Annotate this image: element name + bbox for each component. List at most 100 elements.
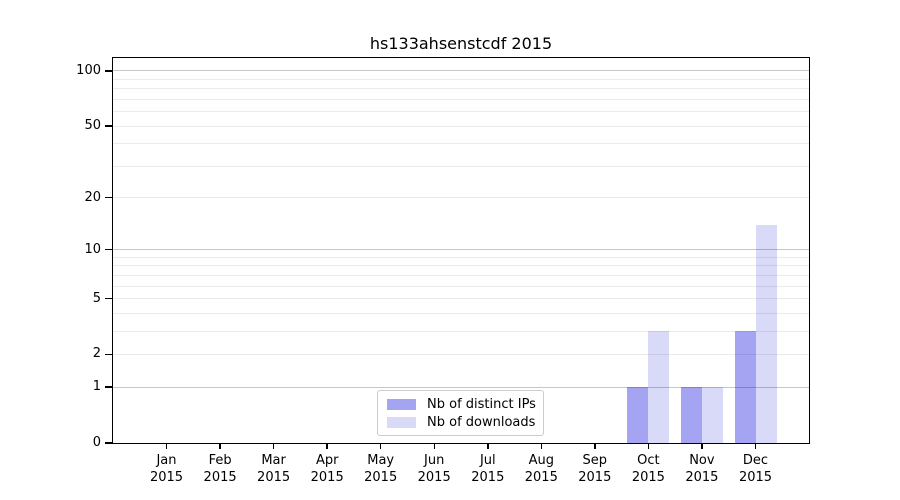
x-tick-month: Sep <box>582 453 608 468</box>
y-tick-label-2: 2 <box>92 346 101 362</box>
legend-label-downloads: Nb of downloads <box>427 415 536 430</box>
x-tick-mar <box>272 443 275 449</box>
x-tick-label-may: May 2015 <box>339 452 423 486</box>
y-tick-50 <box>105 125 113 127</box>
bar-distinct-ips-nov <box>680 387 702 443</box>
y-tick-1 <box>105 386 113 388</box>
x-tick-label-nov: Nov 2015 <box>660 452 744 486</box>
x-tick-month: Oct <box>637 453 660 468</box>
gridline-minor-9 <box>113 256 809 258</box>
bar-downloads-oct <box>648 331 670 443</box>
x-tick-month: May <box>367 453 395 468</box>
gridline-minor-3 <box>113 330 809 332</box>
legend-swatch-downloads <box>387 417 416 428</box>
y-tick-100 <box>105 70 113 72</box>
x-tick-sep <box>594 443 596 449</box>
bar-downloads-dec <box>755 224 777 443</box>
gridline-minor-20 <box>113 197 809 198</box>
x-tick-year: 2015 <box>524 470 558 485</box>
y-tick-label-10: 10 <box>84 241 101 257</box>
x-tick-year: 2015 <box>257 470 291 485</box>
legend-label-distinct-ips: Nb of distinct IPs <box>427 397 536 412</box>
y-tick-20 <box>105 196 113 199</box>
gridline-minor-5 <box>113 298 809 299</box>
x-tick-label-apr: Apr 2015 <box>285 452 369 486</box>
x-tick-may <box>379 443 382 449</box>
x-tick-label-dec: Dec 2015 <box>714 452 798 486</box>
y-tick-label-1: 1 <box>92 379 101 395</box>
bar-distinct-ips-dec <box>734 331 756 443</box>
x-tick-year: 2015 <box>631 470 665 485</box>
y-tick-label-50: 50 <box>84 118 101 133</box>
bars-layer <box>113 58 809 443</box>
chart-title: hs133ahsenstcdf 2015 <box>369 34 553 53</box>
gridline-minor-6 <box>113 285 809 287</box>
x-tick-year: 2015 <box>738 470 773 485</box>
gridline-major-10 <box>113 249 809 251</box>
legend-item-distinct-ips: Nb of distinct IPs <box>387 397 536 412</box>
y-tick-label-100: 100 <box>76 62 101 78</box>
legend: Nb of distinct IPs Nb of downloads <box>377 390 544 436</box>
x-tick-month: Jan <box>156 453 177 468</box>
x-tick-jul <box>487 443 489 449</box>
x-tick-month: Mar <box>261 453 286 468</box>
legend-swatch-distinct-ips <box>387 399 416 410</box>
y-tick-5 <box>105 297 113 300</box>
x-tick-year: 2015 <box>471 470 505 485</box>
x-tick-month: Aug <box>528 453 554 468</box>
x-tick-year: 2015 <box>685 470 719 485</box>
gridline-minor-80 <box>113 88 809 90</box>
x-tick-oct <box>647 443 650 449</box>
x-tick-label-feb: Feb 2015 <box>178 452 262 486</box>
y-tick-2 <box>105 353 113 356</box>
bar-distinct-ips-oct <box>627 387 649 443</box>
x-tick-dec <box>754 443 757 449</box>
x-tick-label-aug: Aug 2015 <box>499 452 583 486</box>
gridline-minor-8 <box>113 265 809 267</box>
x-tick-label-jan: Jan 2015 <box>125 452 209 486</box>
x-tick-nov <box>701 443 703 449</box>
x-tick-month: Dec <box>742 453 769 468</box>
x-tick-month: Nov <box>689 453 715 468</box>
gridline-minor-60 <box>113 111 809 112</box>
gridline-major-1 <box>113 386 809 388</box>
gridline-major-100 <box>113 70 809 72</box>
gridlines-layer <box>113 58 809 443</box>
gridline-minor-70 <box>113 98 809 100</box>
gridline-minor-30 <box>113 165 809 167</box>
x-tick-feb <box>219 443 221 449</box>
y-tick-label-5: 5 <box>92 290 101 306</box>
gridline-minor-2 <box>113 353 809 355</box>
y-tick-label-0: 0 <box>92 435 101 450</box>
x-tick-year: 2015 <box>149 470 184 485</box>
y-tick-10 <box>105 248 113 251</box>
x-tick-month: Jun <box>424 453 445 468</box>
gridline-minor-90 <box>113 78 809 80</box>
bar-downloads-nov <box>701 387 723 443</box>
x-tick-apr <box>326 443 328 449</box>
x-tick-label-mar: Mar 2015 <box>232 452 316 486</box>
x-tick-label-oct: Oct 2015 <box>606 452 690 486</box>
legend-item-downloads: Nb of downloads <box>387 415 536 430</box>
gridline-minor-40 <box>113 143 809 145</box>
x-tick-year: 2015 <box>203 470 237 485</box>
x-tick-aug <box>540 443 543 449</box>
x-tick-month: Feb <box>208 453 232 468</box>
x-tick-label-jun: Jun 2015 <box>392 452 476 486</box>
plot-area: Nb of distinct IPs Nb of downloads 0 1 2 5 1… <box>76 57 810 485</box>
x-tick-year: 2015 <box>364 470 398 485</box>
x-tick-year: 2015 <box>310 470 344 485</box>
gridline-minor-7 <box>113 274 809 276</box>
x-tick-label-jul: Jul 2015 <box>446 452 530 486</box>
x-tick-label-sep: Sep 2015 <box>553 452 637 486</box>
x-tick-year: 2015 <box>578 470 612 485</box>
y-tick-label-20: 20 <box>84 189 101 205</box>
x-tick-jan <box>165 443 168 449</box>
gridline-minor-4 <box>113 312 809 314</box>
gridline-minor-50 <box>113 125 809 127</box>
x-tick-year: 2015 <box>417 470 451 485</box>
x-tick-jun <box>433 443 435 449</box>
x-tick-month: Jul <box>479 453 496 468</box>
y-tick-0 <box>105 442 113 444</box>
